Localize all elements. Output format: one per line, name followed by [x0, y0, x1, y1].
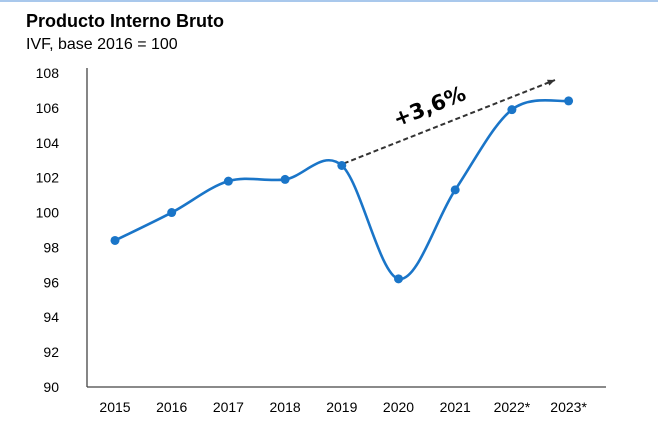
arrow-head: [547, 79, 555, 86]
series-line: [114, 98, 569, 281]
x-tick-label: 2016: [156, 399, 187, 415]
data-point: [337, 160, 347, 170]
y-tick-label: 96: [43, 274, 59, 290]
y-tick-label: 102: [36, 170, 60, 186]
x-tick-label: 2015: [99, 399, 130, 415]
top-border: [0, 0, 658, 2]
x-tick-label: 2018: [270, 399, 301, 415]
growth-annotation: +3,6%: [390, 81, 469, 131]
x-tick-label: 2020: [383, 399, 414, 415]
data-point: [450, 185, 460, 195]
y-tick-label: 94: [43, 309, 59, 325]
trend-arrow: [343, 79, 556, 165]
x-tick-label: 2021: [440, 399, 471, 415]
data-point: [167, 208, 177, 218]
chart-title: Producto Interno Bruto: [26, 11, 224, 31]
data-point: [564, 96, 574, 106]
chart-subtitle: IVF, base 2016 = 100: [26, 36, 178, 53]
x-tick-label: 2022*: [494, 399, 531, 415]
x-tick-label: 2023*: [550, 399, 587, 415]
y-tick-label: 98: [43, 239, 59, 255]
y-tick-label: 108: [36, 65, 60, 81]
y-tick-label: 92: [43, 344, 59, 360]
y-tick-label: 90: [43, 379, 59, 395]
data-point: [110, 235, 120, 245]
y-tick-label: 104: [36, 135, 60, 151]
data-point: [280, 174, 290, 184]
data-point: [223, 176, 233, 186]
x-tick-label: 2017: [213, 399, 244, 415]
y-tick-label: 106: [36, 100, 60, 116]
data-point: [507, 105, 517, 115]
y-tick-label: 100: [36, 205, 60, 221]
x-tick-label: 2019: [326, 399, 357, 415]
data-point: [394, 274, 403, 284]
